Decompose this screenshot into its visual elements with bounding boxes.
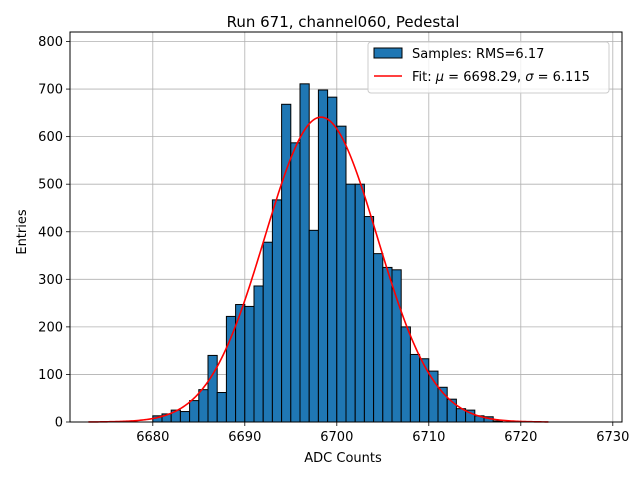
histogram-bar: [382, 266, 393, 423]
axis-ticks: 6680 6690 6700 6710 6720 6730 0 100 200 300 400 500…: [38, 35, 629, 445]
legend-fit-suffix: = 6.115: [533, 70, 589, 85]
histogram-bar: [336, 125, 347, 423]
y-tick-label: 0: [55, 416, 63, 431]
legend-fit-label: Fit: μ = 6698.29, σ = 6.115: [412, 70, 590, 85]
histogram-bar: [207, 354, 218, 423]
fit-curve-group: [88, 116, 549, 423]
histogram-bar: [354, 183, 365, 423]
legend-histogram-swatch: [373, 47, 403, 59]
y-axis-label: Entries: [15, 209, 30, 255]
y-tick-label: 300: [38, 273, 63, 288]
histogram-bar: [327, 96, 338, 423]
x-tick-label: 6690: [228, 430, 261, 445]
plot-frame: [69, 31, 623, 423]
histogram-bar: [271, 199, 283, 423]
histogram-bar: [446, 398, 457, 423]
histogram-bar: [262, 241, 273, 423]
y-tick-label: 100: [38, 368, 63, 383]
x-tick-label: 6680: [136, 430, 169, 445]
x-tick-label: 6720: [504, 430, 537, 445]
histogram-bar: [409, 353, 421, 423]
chart-title: Run 671, channel060, Pedestal: [227, 13, 460, 31]
histogram-bar: [373, 253, 384, 423]
y-tick-label: 400: [38, 225, 63, 240]
histogram-bar: [419, 358, 430, 423]
legend-fit-prefix: Fit:: [412, 70, 436, 85]
legend-fit-mu: μ: [435, 70, 444, 85]
legend-box: [367, 41, 610, 94]
histogram-bar: [244, 305, 255, 423]
histogram-bar: [225, 315, 237, 423]
y-tick-label: 500: [38, 178, 63, 193]
x-tick-label: 6710: [412, 430, 445, 445]
histogram-bar: [363, 216, 375, 423]
histogram-bar: [189, 400, 200, 423]
x-axis-label: ADC Counts: [304, 451, 382, 466]
histogram-bar: [281, 103, 292, 423]
legend-histogram-label: Samples: RMS=6.17: [412, 47, 544, 62]
histogram-bar: [179, 411, 191, 423]
histogram-bar: [253, 285, 264, 423]
histogram-bar: [308, 229, 319, 423]
y-tick-label: 200: [38, 320, 63, 335]
histogram-bar: [216, 392, 227, 423]
histogram-bar: [317, 89, 329, 423]
y-tick-label: 600: [38, 130, 63, 145]
legend: Samples: RMS=6.17 Fit: μ = 6698.29, σ = …: [367, 41, 610, 94]
histogram-bar: [428, 370, 439, 423]
y-tick-label: 700: [38, 83, 63, 98]
histogram-bar: [345, 183, 356, 423]
x-tick-label: 6730: [596, 430, 629, 445]
legend-fit-sigma: σ: [525, 70, 534, 85]
histogram-bar: [290, 142, 301, 423]
histogram-bar: [400, 326, 411, 423]
histogram-bar: [391, 269, 402, 423]
fit-curve: [88, 116, 549, 423]
x-tick-label: 6700: [320, 430, 353, 445]
legend-fit-mid: = 6698.29,: [444, 70, 525, 85]
histogram-bar: [198, 389, 209, 423]
y-tick-label: 800: [38, 35, 63, 50]
histogram-bars: [152, 83, 503, 423]
